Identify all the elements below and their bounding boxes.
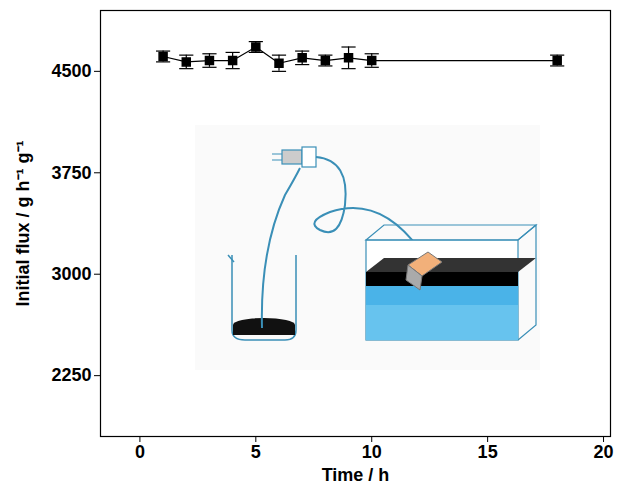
svg-text:2250: 2250 [51,365,91,385]
svg-text:Time / h: Time / h [322,465,390,485]
svg-text:20: 20 [594,442,614,462]
svg-text:3000: 3000 [51,264,91,284]
svg-text:4500: 4500 [51,61,91,81]
svg-text:Initial flux / g h⁻¹ g⁻¹: Initial flux / g h⁻¹ g⁻¹ [13,141,33,307]
svg-text:10: 10 [362,442,382,462]
svg-text:0: 0 [135,442,145,462]
svg-text:3750: 3750 [51,163,91,183]
svg-text:15: 15 [478,442,498,462]
svg-text:5: 5 [251,442,261,462]
